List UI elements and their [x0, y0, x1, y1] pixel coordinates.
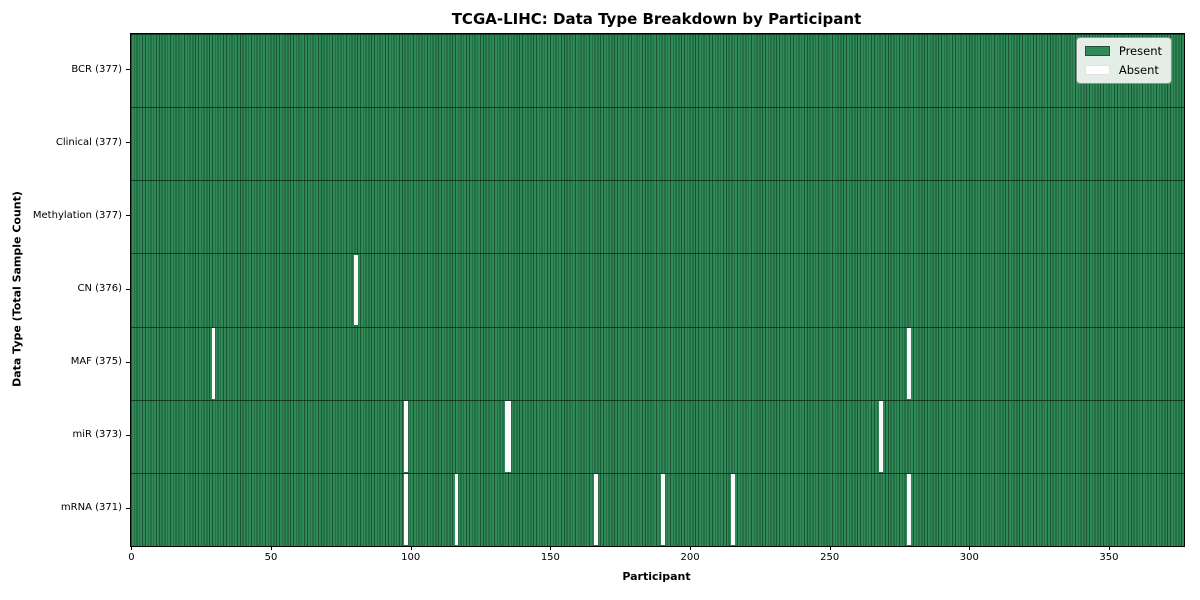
absent-cell-MAF-29	[211, 327, 216, 399]
heatmap-row-CN	[131, 253, 1184, 327]
absent-cell-mRNA-116	[454, 474, 459, 545]
absent-cell-mRNA-190	[661, 474, 665, 545]
x-tick-mark	[1108, 546, 1110, 550]
y-tick-mark	[126, 361, 130, 363]
x-tick-label-200: 200	[680, 552, 700, 563]
y-tick-mark	[126, 288, 130, 290]
y-tick-label-miR: miR (373)	[72, 429, 122, 441]
y-tick-label-mRNA: mRNA (371)	[60, 502, 122, 514]
absent-cell-mRNA-98	[404, 474, 408, 545]
x-tick-label-50: 50	[264, 552, 278, 563]
x-tick-mark	[690, 546, 692, 550]
x-tick-mark	[550, 546, 552, 550]
x-tick-label-150: 150	[540, 552, 560, 563]
y-tick-label-CN: CN (376)	[77, 283, 122, 294]
absent-cell-CN-80	[353, 254, 358, 326]
absent-cell-MAF-278	[906, 327, 911, 399]
absent-cell-mRNA-166	[594, 474, 598, 545]
heatmap-row-Methylation	[131, 180, 1184, 254]
x-tick-mark	[969, 546, 971, 550]
absent-cell-miR-98	[404, 400, 408, 472]
heatmap-row-miR	[131, 399, 1184, 473]
legend-label-absent: Absent	[1118, 63, 1159, 77]
legend-item-present: Present	[1084, 44, 1162, 58]
chart-title: TCGA-LIHC: Data Type Breakdown by Partic…	[451, 10, 862, 28]
y-tick-label-MAF: MAF (375)	[70, 356, 122, 368]
y-tick-mark	[126, 434, 130, 436]
heatmap-row-BCR	[131, 34, 1184, 108]
legend-label-present: Present	[1118, 44, 1162, 58]
y-tick-label-Clinical: Clinical (377)	[55, 136, 122, 148]
legend-item-absent: Absent	[1084, 63, 1162, 77]
y-tick-mark	[126, 215, 130, 217]
x-tick-mark	[410, 546, 412, 550]
x-tick-label-250: 250	[820, 552, 840, 563]
absent-cell-miR-268	[879, 400, 883, 472]
x-tick-mark	[271, 546, 273, 550]
heatmap-row-MAF	[131, 326, 1184, 400]
y-tick-mark	[126, 507, 130, 509]
y-tick-label-Methylation: Methylation (377)	[32, 209, 122, 221]
absent-cell-mRNA-215	[731, 474, 735, 545]
x-tick-label-0: 0	[128, 552, 135, 563]
absent-cell-mRNA-278	[906, 474, 911, 545]
x-axis-title: Participant	[622, 570, 691, 583]
heatmap-row-mRNA	[131, 472, 1184, 546]
x-tick-mark	[829, 546, 831, 550]
x-tick-mark	[131, 546, 133, 550]
x-tick-label-350: 350	[1099, 552, 1119, 563]
heatmap-row-Clinical	[131, 107, 1184, 181]
y-tick-mark	[126, 69, 130, 71]
absent-cell-miR-134	[504, 400, 509, 472]
x-tick-label-300: 300	[959, 552, 979, 563]
legend: Present Absent	[1075, 37, 1172, 84]
y-tick-mark	[126, 142, 130, 144]
absent-cell-miR-135	[507, 400, 512, 472]
y-tick-label-BCR: BCR (377)	[71, 63, 122, 75]
present-swatch-icon	[1084, 46, 1110, 56]
plot-area	[130, 33, 1185, 547]
absent-swatch-icon	[1084, 65, 1110, 75]
x-tick-label-100: 100	[401, 552, 421, 563]
